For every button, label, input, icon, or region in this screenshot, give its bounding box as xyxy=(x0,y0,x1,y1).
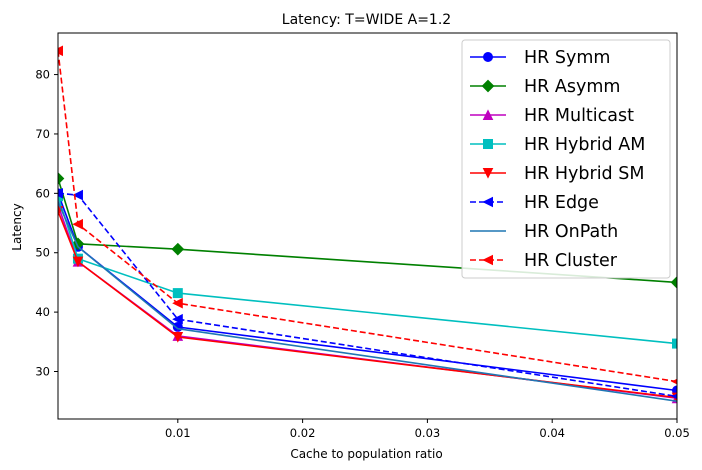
series-hr-asymm xyxy=(58,172,677,289)
legend-marker xyxy=(481,79,495,93)
legend-label: HR Hybrid SM xyxy=(524,164,644,184)
y-axis-label: Latency xyxy=(10,203,24,250)
series-line xyxy=(58,192,677,398)
x-tick-label: 0.01 xyxy=(165,426,191,440)
legend-marker xyxy=(482,109,494,120)
data-point xyxy=(172,313,183,325)
legend: HR Symm HR Asymm HR Multicast HR Hybrid AM H… xyxy=(461,39,671,279)
legend-entry: HR Edge xyxy=(470,193,599,213)
axes: 0.01 0.02 0.03 0.04 0.05 30 40 50 60 70 80 xyxy=(35,32,690,440)
data-point xyxy=(171,242,185,256)
y-tick-label: 50 xyxy=(35,246,50,260)
plot-frame xyxy=(57,32,678,420)
x-tick-label: 0.03 xyxy=(415,426,441,440)
legend-marker xyxy=(482,196,493,208)
data-point xyxy=(671,378,677,385)
series-hr-cluster xyxy=(58,45,677,385)
legend-entry: HR Hybrid AM xyxy=(470,135,645,155)
chart-title: Latency: T=WIDE A=1.2 xyxy=(282,12,451,28)
data-point xyxy=(671,393,677,400)
legend-label: HR Symm xyxy=(524,48,610,68)
data-point xyxy=(58,172,65,185)
series-line xyxy=(58,201,677,402)
y-tick-label: 70 xyxy=(35,127,50,141)
data-point xyxy=(72,256,84,268)
legend-label: HR OnPath xyxy=(524,222,618,242)
legend-box xyxy=(461,39,671,279)
data-point xyxy=(670,276,677,289)
legend-entry: HR Multicast xyxy=(470,106,634,126)
x-tick-label: 0.02 xyxy=(290,426,316,440)
x-axis-label: Cache to population ratio xyxy=(290,447,442,461)
x-tick-label: 0.05 xyxy=(664,426,690,440)
legend-entry: HR Hybrid SM xyxy=(470,164,644,184)
legend-entry: HR OnPath xyxy=(470,222,618,242)
legend-label: HR Edge xyxy=(524,193,599,213)
legend-marker xyxy=(483,139,493,149)
legend-entry: HR Cluster xyxy=(470,251,618,271)
series-line xyxy=(58,210,677,399)
data-point xyxy=(172,332,184,343)
legend-entry: HR Asymm xyxy=(470,77,620,97)
legend-label: HR Cluster xyxy=(524,251,618,271)
series-hr-edge xyxy=(58,188,677,400)
legend-label: HR Asymm xyxy=(524,77,620,97)
legend-marker xyxy=(482,254,493,266)
data-point xyxy=(72,189,83,201)
legend-label: HR Multicast xyxy=(524,106,634,126)
legend-label: HR Hybrid AM xyxy=(524,135,645,155)
series-line xyxy=(58,196,677,345)
data-point xyxy=(172,288,183,299)
data-point xyxy=(172,297,183,309)
data-point xyxy=(58,188,63,199)
data-point xyxy=(58,45,63,57)
legend-entry: HR Symm xyxy=(470,48,610,68)
legend-marker xyxy=(482,168,494,179)
data-point xyxy=(72,218,83,230)
x-tick-label: 0.04 xyxy=(539,426,565,440)
y-tick-label: 30 xyxy=(35,364,50,378)
series-line xyxy=(58,178,677,284)
y-tick-label: 80 xyxy=(35,68,50,82)
y-tick-label: 40 xyxy=(35,305,50,319)
legend-marker xyxy=(483,52,493,62)
y-tick-label: 60 xyxy=(35,186,50,200)
series-line xyxy=(58,50,677,383)
series-hr-onpath xyxy=(58,201,677,402)
plot-area xyxy=(58,45,677,404)
data-point xyxy=(672,338,677,349)
